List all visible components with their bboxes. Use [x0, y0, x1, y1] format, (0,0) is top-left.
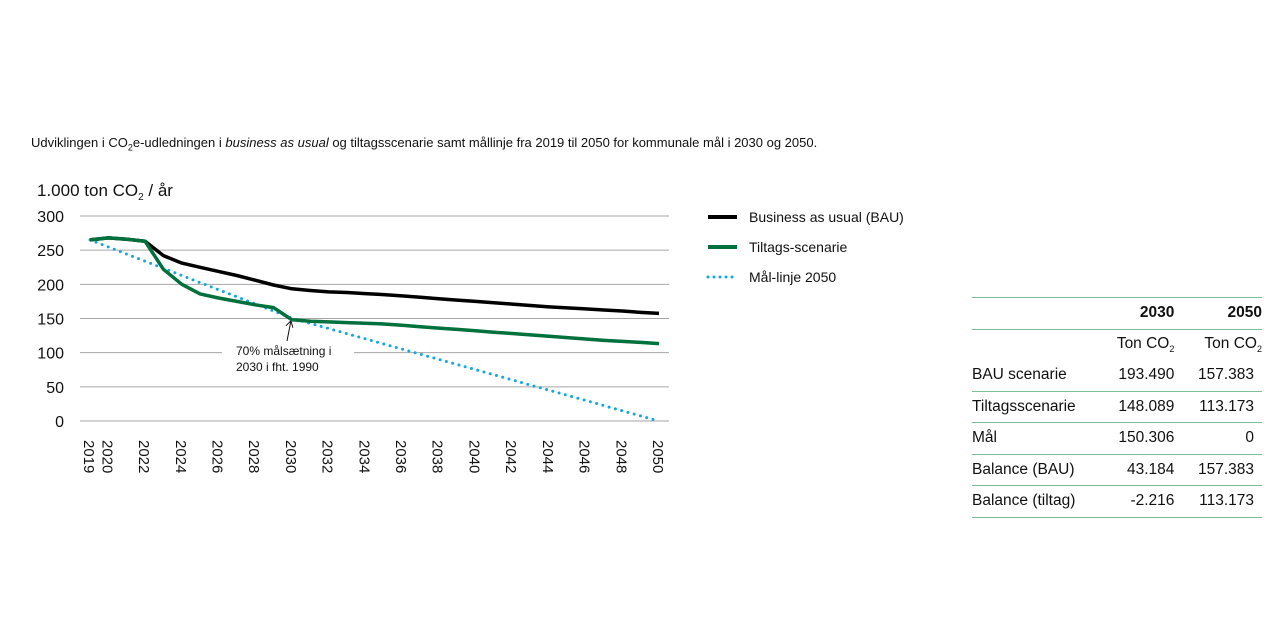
table-cell: 2030 [1100, 297, 1183, 329]
unit-sub: 2 [1256, 344, 1262, 355]
x-tick-label: 2040 [465, 440, 482, 473]
annotation-bg [222, 340, 354, 374]
x-tick-label: 2022 [135, 440, 152, 473]
y-axis-label: 1.000 ton CO2 / år [37, 181, 173, 203]
table-cell: Balance (tiltag) [972, 485, 1101, 518]
unit-text: Ton CO [1116, 335, 1170, 353]
y-tick-label: 200 [37, 277, 64, 294]
legend-label: Tiltags-scenarie [749, 239, 848, 255]
x-tick-label: 2038 [429, 440, 446, 473]
caption-text: og tiltagsscenarie samt mållinje fra 201… [328, 135, 818, 150]
line-chart: 1.000 ton CO2 / år 0 50 100 150 200 250 300 2019… [37, 181, 904, 473]
table-cell: 2050 [1182, 297, 1262, 329]
table-cell [972, 297, 1101, 329]
summary-table: 2030 2050 Ton CO2 Ton CO2 BAU scenarie 193.… [972, 297, 1262, 518]
table-header-row: 2030 2050 [972, 297, 1262, 329]
table-cell: Ton CO2 [1100, 328, 1183, 360]
table-cell: 113.173 [1182, 485, 1262, 518]
table-cell: 148.089 [1100, 390, 1183, 423]
table-cell: 157.383 [1182, 453, 1262, 486]
table-cell: 150.306 [1100, 422, 1183, 454]
annotation-arrow [286, 320, 292, 342]
x-tick-label: 2044 [539, 440, 556, 473]
unit-sub: 2 [1169, 344, 1175, 355]
table-row: Mål 150.306 0 [972, 422, 1262, 454]
x-tick-label: 2048 [612, 440, 629, 473]
table-cell: BAU scenarie [972, 366, 1067, 384]
y-tick-label: 100 [37, 346, 64, 363]
caption-text: e-udledningen i [132, 135, 226, 150]
table-row: Tiltagsscenarie 148.089 113.173 [972, 390, 1262, 423]
y-tick-label: 150 [37, 312, 64, 329]
x-tick-label: 2046 [576, 440, 593, 473]
table-cell: 193.490 [1118, 366, 1175, 384]
series-line [88, 238, 661, 423]
table-cell: Balance (BAU) [972, 453, 1101, 486]
annotation-text: 70% målsætning i [236, 344, 331, 358]
y-tick-label: 50 [46, 380, 64, 397]
table-cell: 0 [1182, 422, 1262, 454]
x-tick-label: 2032 [319, 440, 336, 473]
series-line [89, 236, 660, 346]
x-tick-label: 2050 [649, 440, 666, 473]
annotation-text: 2030 i fht. 1990 [236, 360, 319, 374]
x-tick-label: 2034 [355, 440, 372, 473]
caption-italic: business as usual [225, 135, 329, 150]
x-tick-label: 2020 [98, 440, 115, 473]
table-cell: -2.216 [1100, 485, 1183, 518]
x-tick-label: 2036 [392, 440, 409, 473]
table-row: Balance (tiltag) -2.216 113.173 [972, 485, 1262, 518]
table-cell: 157.383 [1197, 366, 1254, 384]
series-line [89, 236, 660, 316]
table-cell: 113.173 [1182, 390, 1262, 423]
table-cell: 43.184 [1100, 453, 1183, 486]
table-cell: Mål [972, 422, 1101, 454]
table-cell [972, 328, 1101, 360]
x-tick-label: 2019 [80, 440, 97, 473]
y-tick-label: 0 [55, 414, 64, 431]
x-tick-label: 2028 [245, 440, 262, 473]
x-tick-label: 2042 [502, 440, 519, 473]
y-tick-label: 250 [37, 243, 64, 260]
x-tick-label: 2024 [172, 440, 189, 473]
unit-text: Ton CO [1204, 335, 1257, 353]
caption-text: Udviklingen i CO [31, 135, 128, 150]
y-tick-label: 300 [37, 209, 64, 226]
legend-label: Mål-linje 2050 [749, 269, 836, 285]
table-cell: Tiltagsscenarie [972, 390, 1101, 423]
table-cell: Ton CO2 [1182, 328, 1262, 360]
x-tick-label: 2026 [208, 440, 225, 473]
legend-label: Business as usual (BAU) [749, 209, 904, 225]
table-row: BAU scenarie 193.490 157.383 [972, 360, 1262, 391]
table-row: Balance (BAU) 43.184 157.383 [972, 453, 1262, 486]
table-units-row: Ton CO2 Ton CO2 [972, 328, 1262, 360]
x-tick-label: 2030 [282, 440, 299, 473]
caption-sub: 2 [127, 142, 133, 153]
chart-caption: Udviklingen i CO2e-udledningen i busines… [31, 135, 817, 153]
